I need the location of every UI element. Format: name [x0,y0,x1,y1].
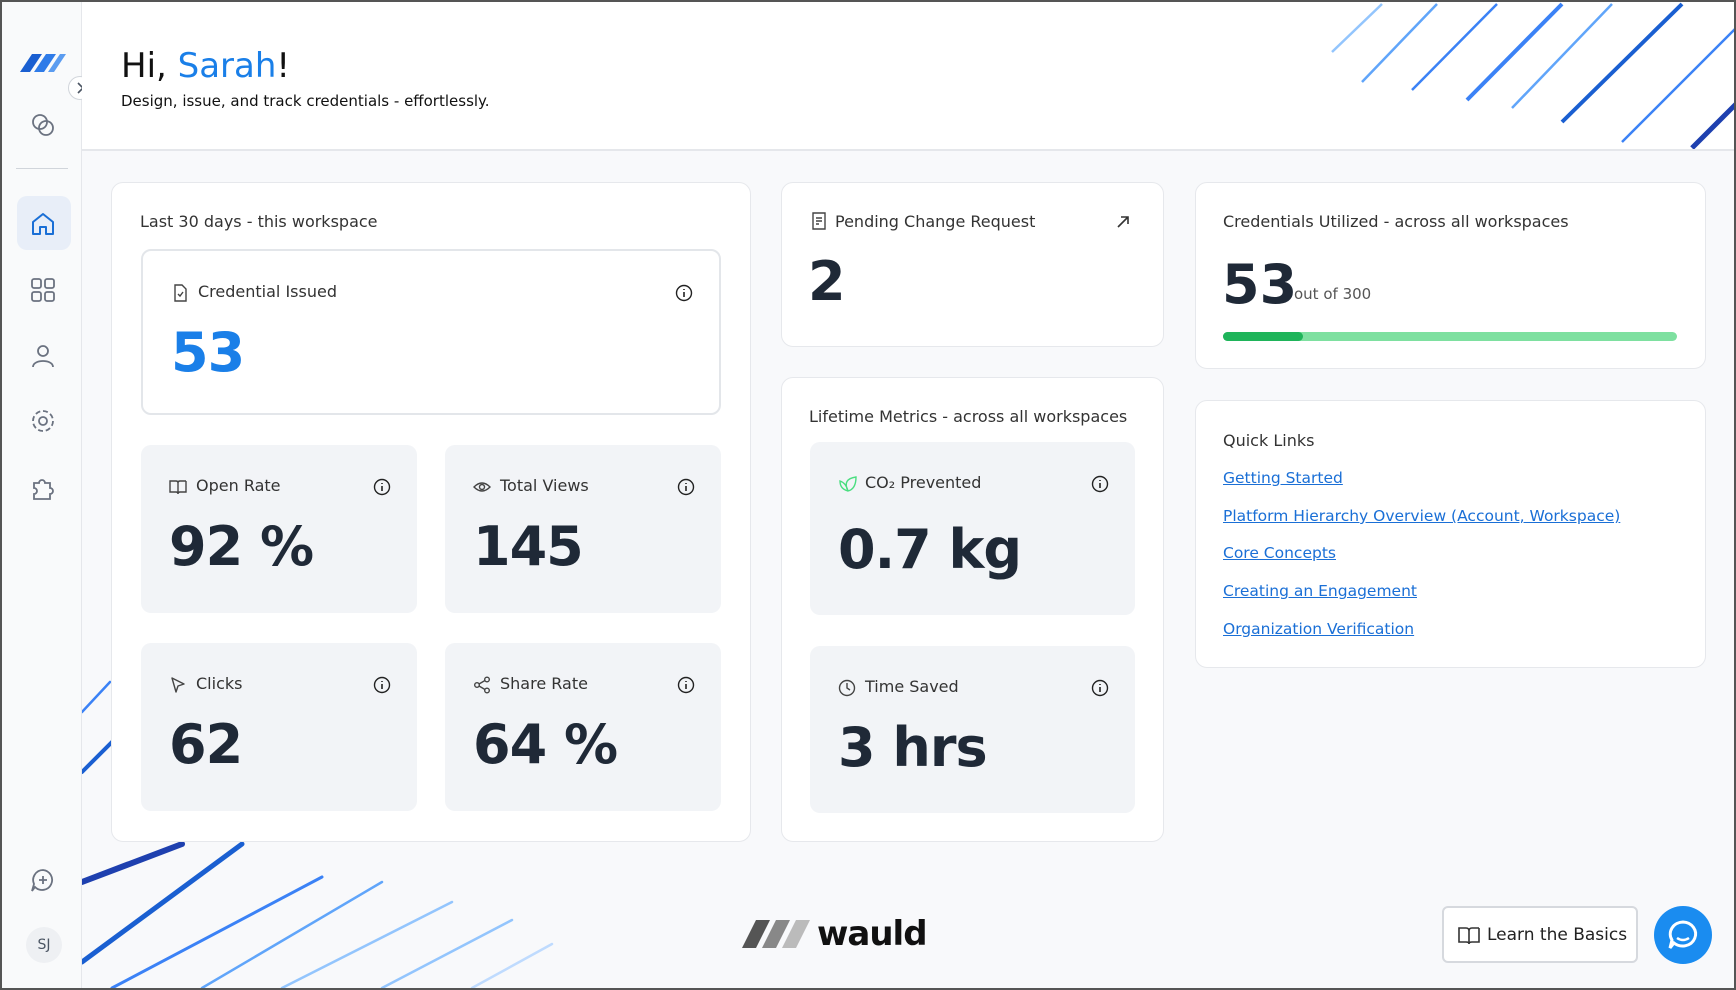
brand-mark [742,920,810,948]
total-views-tile: Total Views 145 [445,445,721,613]
quick-link[interactable]: Organization Verification [1223,620,1415,638]
tile-label: Clicks [196,674,243,693]
tile-value: 3 hrs [838,716,988,779]
time-saved-tile: Time Saved 3 hrs [810,646,1135,813]
subtitle: Design, issue, and track credentials - e… [121,92,490,110]
sidebar: SJ [2,2,82,988]
learn-button[interactable]: Learn the Basics [1442,906,1638,963]
open-arrow[interactable] [1114,213,1132,231]
share-icon [474,676,490,694]
chat-icon [1668,920,1698,949]
tile-value: 64 % [473,713,618,776]
tile-label: Share Rate [500,674,588,693]
credential-issued-tile: Credential Issued 53 [141,249,721,415]
card-title: Quick Links [1223,431,1315,450]
tile-label: Credential Issued [198,282,337,301]
user-name: Sarah [177,46,277,86]
chat-button[interactable] [1654,906,1712,964]
card-title: Lifetime Metrics - across all workspaces [809,407,1128,426]
quick-link[interactable]: Getting Started [1223,469,1343,487]
info-icon[interactable] [1091,679,1109,697]
tile-value: 0.7 kg [838,518,1022,581]
support-icon[interactable] [30,867,56,893]
logo-mark [20,54,66,72]
info-icon[interactable] [373,676,391,694]
book-icon [1458,927,1480,945]
progress-track [1223,332,1677,341]
quick-links-card [1195,400,1706,668]
used-value: 53 [1222,253,1298,316]
open-rate-tile: Open Rate 92 % [141,445,417,613]
avatar[interactable]: SJ [26,927,62,963]
info-icon[interactable] [677,676,695,694]
home-active[interactable] [17,196,71,250]
quick-link[interactable]: Creating an Engagement [1223,582,1417,600]
book-icon [169,480,187,495]
eye-icon [473,482,491,492]
pending-card[interactable] [781,182,1164,347]
request-icon [812,212,826,230]
info-icon[interactable] [1091,475,1109,493]
tile-label: Open Rate [196,476,281,495]
card-title: Credentials Utilized - across all worksp… [1223,212,1569,231]
greeting: Hi, Sarah! [121,46,290,86]
doc-icon [174,284,187,302]
greeting-text: Hi, [121,46,167,86]
info-icon[interactable] [675,284,693,302]
greeting-end: ! [276,46,291,86]
brand: wauld [817,914,928,954]
settings-icon[interactable] [30,408,56,434]
pending-value: 2 [808,250,846,313]
header-decoration [1331,2,1734,149]
quick-link[interactable]: Core Concepts [1223,544,1336,562]
info-icon[interactable] [677,478,695,496]
workspaces-icon[interactable] [30,112,56,138]
tile-value: 145 [473,515,584,578]
total-prefix: out of [1294,285,1338,303]
tile-value: 92 % [169,515,314,578]
divider [16,168,68,169]
leaf-icon [839,476,857,492]
share-rate-tile: Share Rate 64 % [445,643,721,811]
card-title: Last 30 days - this workspace [140,212,378,231]
total-value: 300 [1342,285,1372,303]
integrations-icon[interactable] [30,475,56,501]
tile-value: 62 [169,713,243,776]
clicks-tile: Clicks 62 [141,643,417,811]
co2-tile: CO₂ Prevented 0.7 kg [810,442,1135,615]
user-icon[interactable] [30,343,56,369]
button-label: Learn the Basics [1487,925,1628,945]
header: Hi, Sarah! Design, issue, and track cred… [82,2,1734,151]
cursor-icon [171,677,185,693]
grid-icon[interactable] [30,277,56,303]
tile-label: Total Views [500,476,589,495]
tile-value: 53 [171,321,245,384]
tile-label: Time Saved [865,677,959,696]
info-icon[interactable] [373,478,391,496]
quick-link[interactable]: Platform Hierarchy Overview (Account, Wo… [1223,507,1621,525]
total-text: out of 300 [1294,285,1371,303]
pending-label: Pending Change Request [835,212,1036,231]
home-icon[interactable] [30,211,56,237]
progress-fill [1223,332,1304,341]
clock-icon [838,679,856,697]
tile-label: CO₂ Prevented [865,473,982,492]
